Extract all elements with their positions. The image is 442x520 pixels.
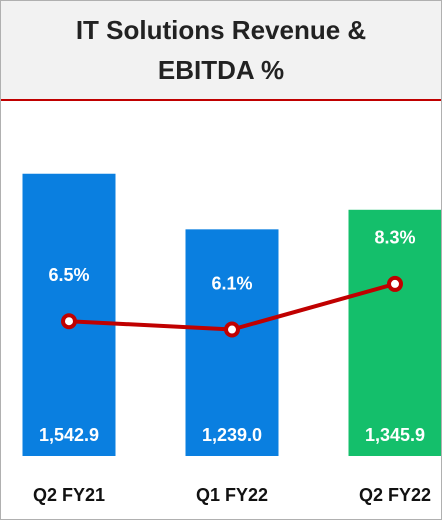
bar-value-label: 1,239.0: [202, 425, 262, 445]
line-value-label: 6.5%: [48, 265, 89, 285]
bar-value-label: 1,542.9: [39, 425, 99, 445]
bar: [348, 209, 441, 456]
x-tick-label: Q2 FY22: [359, 485, 431, 505]
line-marker: [61, 313, 77, 330]
x-tick-label: Q1 FY22: [196, 485, 268, 505]
bar-value-label: 1,345.9: [365, 425, 425, 445]
line-marker: [387, 275, 403, 292]
chart-title: IT Solutions Revenue & EBITDA %: [1, 1, 441, 101]
line-value-label: 6.1%: [211, 273, 252, 293]
bar: [185, 229, 279, 456]
line-value-label: 8.3%: [374, 228, 415, 248]
line-marker: [224, 321, 240, 338]
x-tick-label: Q2 FY21: [33, 485, 105, 505]
